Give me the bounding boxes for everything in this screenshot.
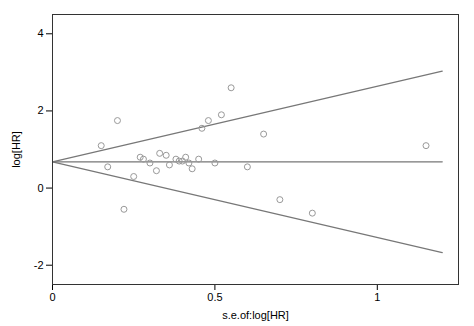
svg-text:2: 2 (37, 104, 43, 116)
svg-text:0: 0 (49, 291, 55, 303)
svg-text:0.5: 0.5 (207, 291, 222, 303)
svg-text:-2: -2 (34, 259, 44, 271)
svg-text:0: 0 (37, 182, 43, 194)
svg-text:1: 1 (374, 291, 380, 303)
svg-text:s.e.of:log[HR]: s.e.of:log[HR] (222, 309, 289, 321)
svg-text:4: 4 (37, 27, 43, 39)
svg-text:log[HR]: log[HR] (10, 131, 22, 168)
